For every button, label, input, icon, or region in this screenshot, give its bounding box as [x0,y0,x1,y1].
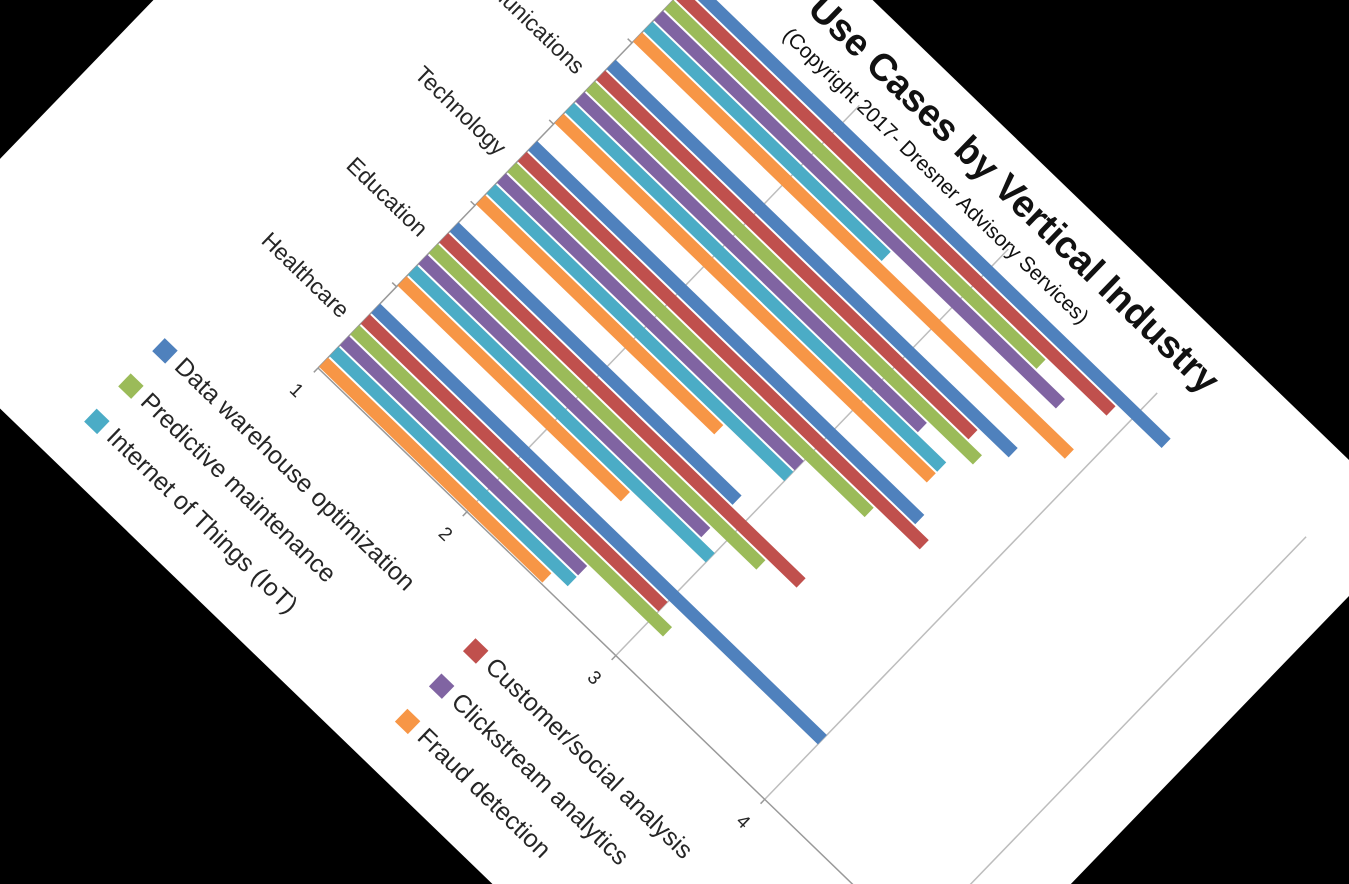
legend-swatch [428,673,455,699]
bar [339,335,588,576]
bar [360,314,668,612]
bar [476,194,724,435]
bar [371,303,827,745]
bar [496,173,804,471]
bar [554,113,936,483]
bar [517,151,929,550]
x-tick-mark [760,798,766,805]
legend-swatch [84,408,110,435]
bar [486,184,794,482]
bar [653,10,1065,409]
y-tick-mark [548,119,555,125]
x-axis-line [317,367,915,884]
bar [643,21,891,262]
bar [407,265,715,563]
bar [528,141,925,525]
bar [575,92,927,433]
bar [397,276,630,502]
legend-swatch [118,373,144,399]
bar [329,346,577,587]
bar [674,0,1116,416]
bar [319,357,552,583]
bar [428,243,766,570]
x-tick-mark [462,511,468,517]
bar [596,70,978,440]
x-tick-mark [611,655,617,661]
grid-line [913,536,1307,884]
y-tick-mark [470,200,476,206]
bar [449,222,742,505]
bar [350,325,673,637]
bar [507,162,874,518]
bar [685,0,1171,448]
bar [564,102,947,472]
legend-swatch [394,708,421,735]
legend-swatch [152,338,178,364]
bar [585,81,982,465]
y-tick-mark [627,38,633,44]
grid-line [764,392,1158,800]
legend-swatch [462,638,489,664]
x-tick-mark [313,367,319,373]
bar [633,32,1074,459]
bar [606,59,1018,458]
y-axis-line [317,0,712,369]
bar [439,233,806,588]
bar [418,254,711,538]
y-tick-mark [391,282,398,288]
bar [664,0,1046,369]
